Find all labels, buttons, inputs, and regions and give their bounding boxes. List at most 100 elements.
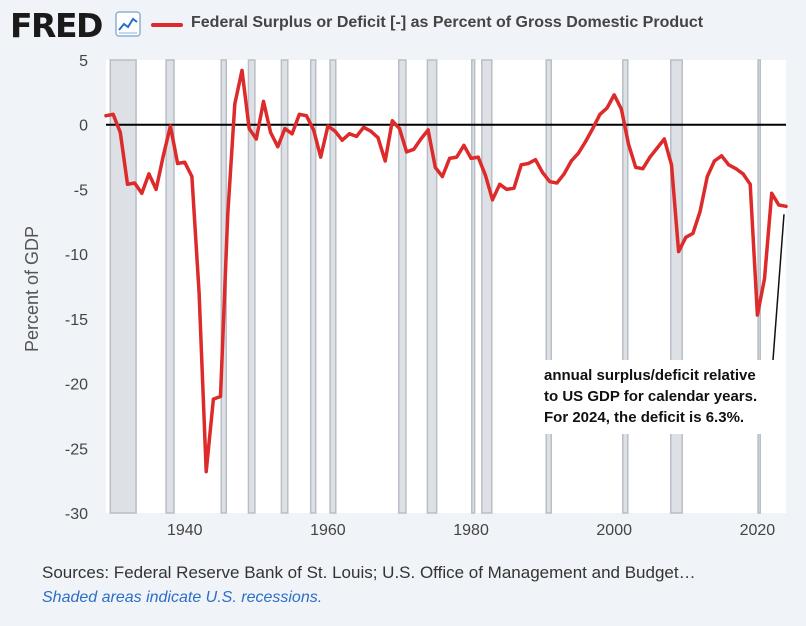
data-point[interactable] bbox=[290, 132, 294, 136]
data-point[interactable] bbox=[648, 155, 652, 159]
data-point[interactable] bbox=[175, 161, 180, 166]
data-point[interactable] bbox=[326, 124, 330, 128]
data-point[interactable] bbox=[662, 137, 666, 141]
data-point[interactable] bbox=[183, 160, 187, 164]
data-point[interactable] bbox=[118, 130, 122, 135]
data-point[interactable] bbox=[147, 172, 151, 176]
data-point[interactable] bbox=[197, 291, 201, 295]
data-point[interactable] bbox=[605, 106, 609, 110]
data-point[interactable] bbox=[548, 180, 552, 184]
data-point[interactable] bbox=[634, 165, 638, 170]
data-point[interactable] bbox=[104, 114, 108, 118]
data-point[interactable] bbox=[591, 126, 595, 131]
data-point[interactable] bbox=[619, 107, 623, 111]
data-point[interactable] bbox=[154, 187, 158, 192]
data-point[interactable] bbox=[405, 150, 409, 154]
data-point[interactable] bbox=[226, 213, 230, 217]
data-point[interactable] bbox=[505, 187, 509, 192]
data-point[interactable] bbox=[541, 171, 545, 175]
data-point[interactable] bbox=[204, 469, 208, 474]
data-point[interactable] bbox=[261, 99, 266, 104]
data-point[interactable] bbox=[333, 129, 337, 133]
data-point[interactable] bbox=[433, 165, 437, 170]
data-point[interactable] bbox=[641, 167, 645, 171]
x-tick-label: 1940 bbox=[167, 522, 203, 539]
data-point[interactable] bbox=[397, 126, 402, 131]
data-point[interactable] bbox=[669, 163, 674, 167]
data-point[interactable] bbox=[369, 129, 373, 133]
data-point[interactable] bbox=[555, 181, 559, 185]
data-point[interactable] bbox=[462, 143, 466, 148]
data-point[interactable] bbox=[426, 128, 430, 132]
data-point[interactable] bbox=[254, 137, 258, 141]
data-point[interactable] bbox=[240, 68, 244, 72]
data-point[interactable] bbox=[211, 397, 215, 401]
data-point[interactable] bbox=[691, 231, 695, 236]
data-point[interactable] bbox=[269, 130, 273, 135]
data-point[interactable] bbox=[447, 156, 452, 160]
data-point[interactable] bbox=[283, 126, 287, 131]
data-point[interactable] bbox=[111, 112, 115, 116]
data-point[interactable] bbox=[741, 172, 745, 176]
data-point[interactable] bbox=[677, 249, 681, 254]
data-point[interactable] bbox=[734, 167, 738, 171]
data-point[interactable] bbox=[347, 132, 351, 136]
data-point[interactable] bbox=[626, 142, 631, 146]
data-point[interactable] bbox=[161, 154, 165, 158]
data-point[interactable] bbox=[218, 394, 223, 399]
data-point[interactable] bbox=[712, 159, 717, 163]
data-point[interactable] bbox=[512, 186, 516, 190]
data-point[interactable] bbox=[576, 151, 581, 155]
data-point[interactable] bbox=[340, 138, 344, 142]
data-point[interactable] bbox=[354, 134, 359, 138]
data-point[interactable] bbox=[490, 198, 495, 202]
data-point[interactable] bbox=[440, 174, 445, 179]
data-point[interactable] bbox=[247, 126, 251, 131]
data-point[interactable] bbox=[762, 277, 767, 281]
data-point[interactable] bbox=[612, 93, 616, 97]
data-point[interactable] bbox=[583, 139, 588, 144]
data-point[interactable] bbox=[455, 155, 459, 159]
data-point[interactable] bbox=[684, 235, 688, 239]
data-point[interactable] bbox=[168, 124, 173, 128]
data-point[interactable] bbox=[297, 112, 301, 116]
data-point[interactable] bbox=[376, 136, 380, 140]
data-point[interactable] bbox=[727, 163, 731, 167]
data-point[interactable] bbox=[233, 102, 237, 106]
data-point[interactable] bbox=[705, 174, 709, 179]
data-point[interactable] bbox=[526, 161, 530, 166]
data-point[interactable] bbox=[655, 146, 659, 150]
data-point[interactable] bbox=[276, 145, 280, 149]
data-point[interactable] bbox=[569, 159, 573, 163]
data-point[interactable] bbox=[362, 125, 366, 129]
data-point[interactable] bbox=[133, 181, 137, 185]
data-point[interactable] bbox=[698, 209, 702, 214]
data-point[interactable] bbox=[719, 154, 724, 158]
data-point[interactable] bbox=[784, 204, 788, 208]
line-chart-icon[interactable] bbox=[115, 11, 141, 37]
data-point[interactable] bbox=[469, 156, 473, 160]
fred-logo[interactable]: FRED bbox=[10, 6, 103, 45]
data-point[interactable] bbox=[770, 191, 774, 195]
data-point[interactable] bbox=[533, 158, 538, 162]
data-point[interactable] bbox=[319, 155, 323, 159]
data-point[interactable] bbox=[755, 313, 759, 317]
data-point[interactable] bbox=[412, 147, 416, 151]
data-point[interactable] bbox=[311, 128, 316, 132]
data-point[interactable] bbox=[748, 182, 752, 186]
data-point[interactable] bbox=[519, 163, 523, 167]
data-point[interactable] bbox=[777, 203, 781, 207]
data-point[interactable] bbox=[562, 172, 566, 176]
data-point[interactable] bbox=[390, 119, 394, 123]
data-point[interactable] bbox=[476, 155, 480, 159]
data-point[interactable] bbox=[304, 114, 309, 118]
data-point[interactable] bbox=[125, 182, 130, 186]
data-point[interactable] bbox=[419, 137, 423, 141]
recession-band bbox=[247, 59, 256, 514]
data-point[interactable] bbox=[140, 191, 144, 195]
data-point[interactable] bbox=[190, 174, 194, 179]
data-point[interactable] bbox=[498, 182, 502, 186]
data-point[interactable] bbox=[383, 159, 387, 163]
data-point[interactable] bbox=[598, 112, 602, 116]
data-point[interactable] bbox=[483, 173, 487, 177]
